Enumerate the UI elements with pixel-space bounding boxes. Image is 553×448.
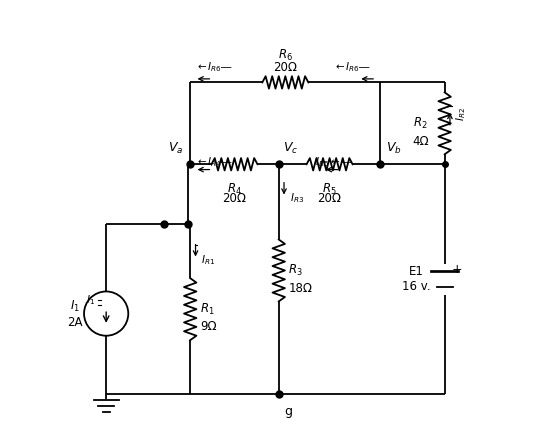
Text: $V_a$: $V_a$ bbox=[168, 141, 184, 156]
Text: +: + bbox=[451, 263, 462, 276]
Text: g: g bbox=[284, 405, 292, 418]
Text: $R_2$: $R_2$ bbox=[413, 116, 427, 131]
Text: 20Ω: 20Ω bbox=[273, 60, 298, 73]
Text: E1
16 v.: E1 16 v. bbox=[401, 265, 430, 293]
Text: $R_6$: $R_6$ bbox=[278, 47, 293, 63]
Text: $\leftarrow I_{R6}$―: $\leftarrow I_{R6}$― bbox=[333, 60, 371, 74]
Text: $I_1$
2A: $I_1$ 2A bbox=[67, 298, 83, 329]
Text: $R_3$: $R_3$ bbox=[289, 263, 303, 278]
Text: $I_1$: $I_1$ bbox=[86, 293, 95, 307]
Text: 20Ω: 20Ω bbox=[222, 192, 247, 205]
Text: $\leftarrow I_{R4}$―: $\leftarrow I_{R4}$― bbox=[196, 155, 233, 169]
Text: 20Ω: 20Ω bbox=[317, 192, 342, 205]
Text: $V_c$: $V_c$ bbox=[283, 141, 299, 156]
Text: $R_4$: $R_4$ bbox=[227, 182, 242, 197]
Text: $R_5$: $R_5$ bbox=[322, 182, 337, 197]
Text: $V_b$: $V_b$ bbox=[386, 141, 401, 156]
Text: $I_{R3}$: $I_{R3}$ bbox=[290, 191, 304, 205]
Text: $I_{R5}\leftarrow$―: $I_{R5}\leftarrow$― bbox=[315, 155, 353, 169]
Text: $\leftarrow I_{R6}$―: $\leftarrow I_{R6}$― bbox=[196, 60, 233, 74]
Text: $R_1$: $R_1$ bbox=[200, 302, 215, 317]
Text: $I_{R2}$: $I_{R2}$ bbox=[455, 108, 468, 121]
Text: 9Ω: 9Ω bbox=[200, 320, 217, 333]
Text: 4Ω: 4Ω bbox=[412, 134, 429, 147]
Text: 18Ω: 18Ω bbox=[289, 282, 312, 295]
Text: $I_{R1}$: $I_{R1}$ bbox=[201, 253, 215, 267]
